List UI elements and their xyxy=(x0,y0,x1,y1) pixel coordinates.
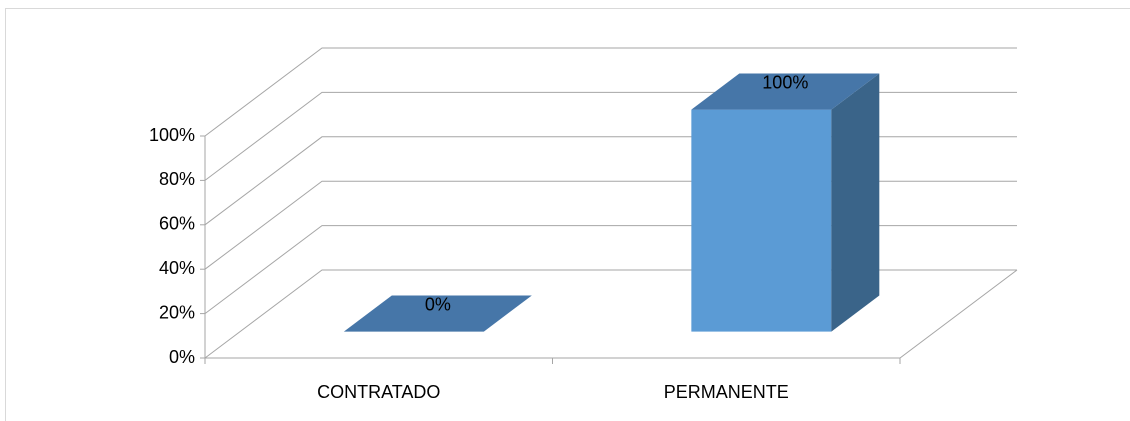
chart-border xyxy=(5,8,1130,421)
grid-line xyxy=(204,269,1017,359)
x-tick-label: CONTRATADO xyxy=(317,382,440,402)
data-label: 0% xyxy=(425,294,451,314)
y-tick-label: 40% xyxy=(159,258,195,278)
data-label: 100% xyxy=(762,72,808,92)
bar xyxy=(691,73,880,332)
y-tick-label: 80% xyxy=(159,169,195,189)
y-tick-label: 100% xyxy=(149,125,195,145)
bar-top xyxy=(691,73,880,110)
bar-top xyxy=(343,295,532,332)
x-tick-label: PERMANENTE xyxy=(664,382,789,402)
y-tick-label: 60% xyxy=(159,214,195,234)
floor xyxy=(205,269,1018,359)
bar-front xyxy=(691,109,832,332)
bar xyxy=(343,295,532,332)
bar-side xyxy=(831,73,880,332)
y-tick-label: 0% xyxy=(169,347,195,367)
y-tick-label: 20% xyxy=(159,302,195,322)
grid-line xyxy=(204,47,1017,137)
